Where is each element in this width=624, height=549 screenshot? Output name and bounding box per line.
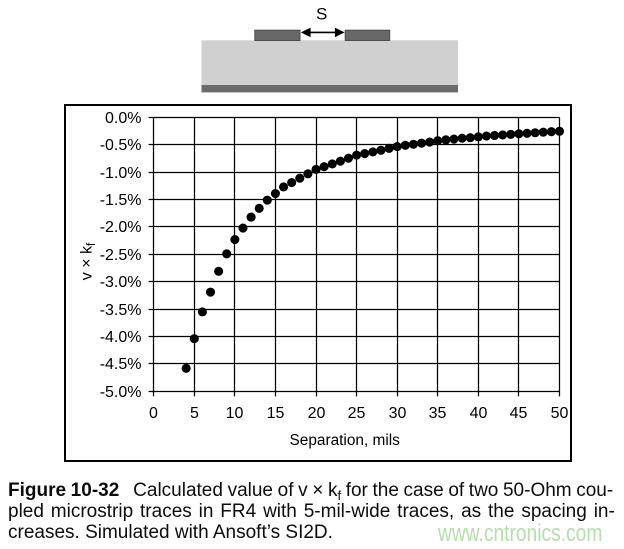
- svg-text:35: 35: [429, 405, 447, 422]
- svg-text:-2.5%: -2.5%: [100, 247, 142, 264]
- svg-text:25: 25: [348, 405, 366, 422]
- svg-text:-2.0%: -2.0%: [100, 219, 142, 236]
- svg-text:S: S: [316, 4, 327, 23]
- svg-text:-1.0%: -1.0%: [100, 165, 142, 182]
- svg-text:50: 50: [551, 405, 569, 422]
- svg-text:15: 15: [267, 405, 285, 422]
- svg-text:-0.5%: -0.5%: [100, 137, 142, 154]
- svg-text:-1.5%: -1.5%: [100, 192, 142, 209]
- svg-text:-4.0%: -4.0%: [100, 329, 142, 346]
- svg-text:-3.0%: -3.0%: [100, 274, 142, 291]
- svg-text:30: 30: [389, 405, 407, 422]
- svg-text:0.0%: 0.0%: [105, 110, 141, 127]
- svg-text:-5.0%: -5.0%: [100, 384, 142, 401]
- svg-text:5: 5: [190, 405, 199, 422]
- svg-text:-3.5%: -3.5%: [100, 302, 142, 319]
- svg-text:Separation, mils: Separation, mils: [290, 432, 401, 449]
- svg-text:40: 40: [470, 405, 488, 422]
- svg-text:-4.5%: -4.5%: [100, 356, 142, 373]
- svg-text:45: 45: [510, 405, 528, 422]
- svg-text:20: 20: [308, 405, 326, 422]
- svg-text:0: 0: [149, 405, 158, 422]
- svg-text:10: 10: [226, 405, 244, 422]
- svg-text:v × kf: v × kf: [79, 242, 99, 280]
